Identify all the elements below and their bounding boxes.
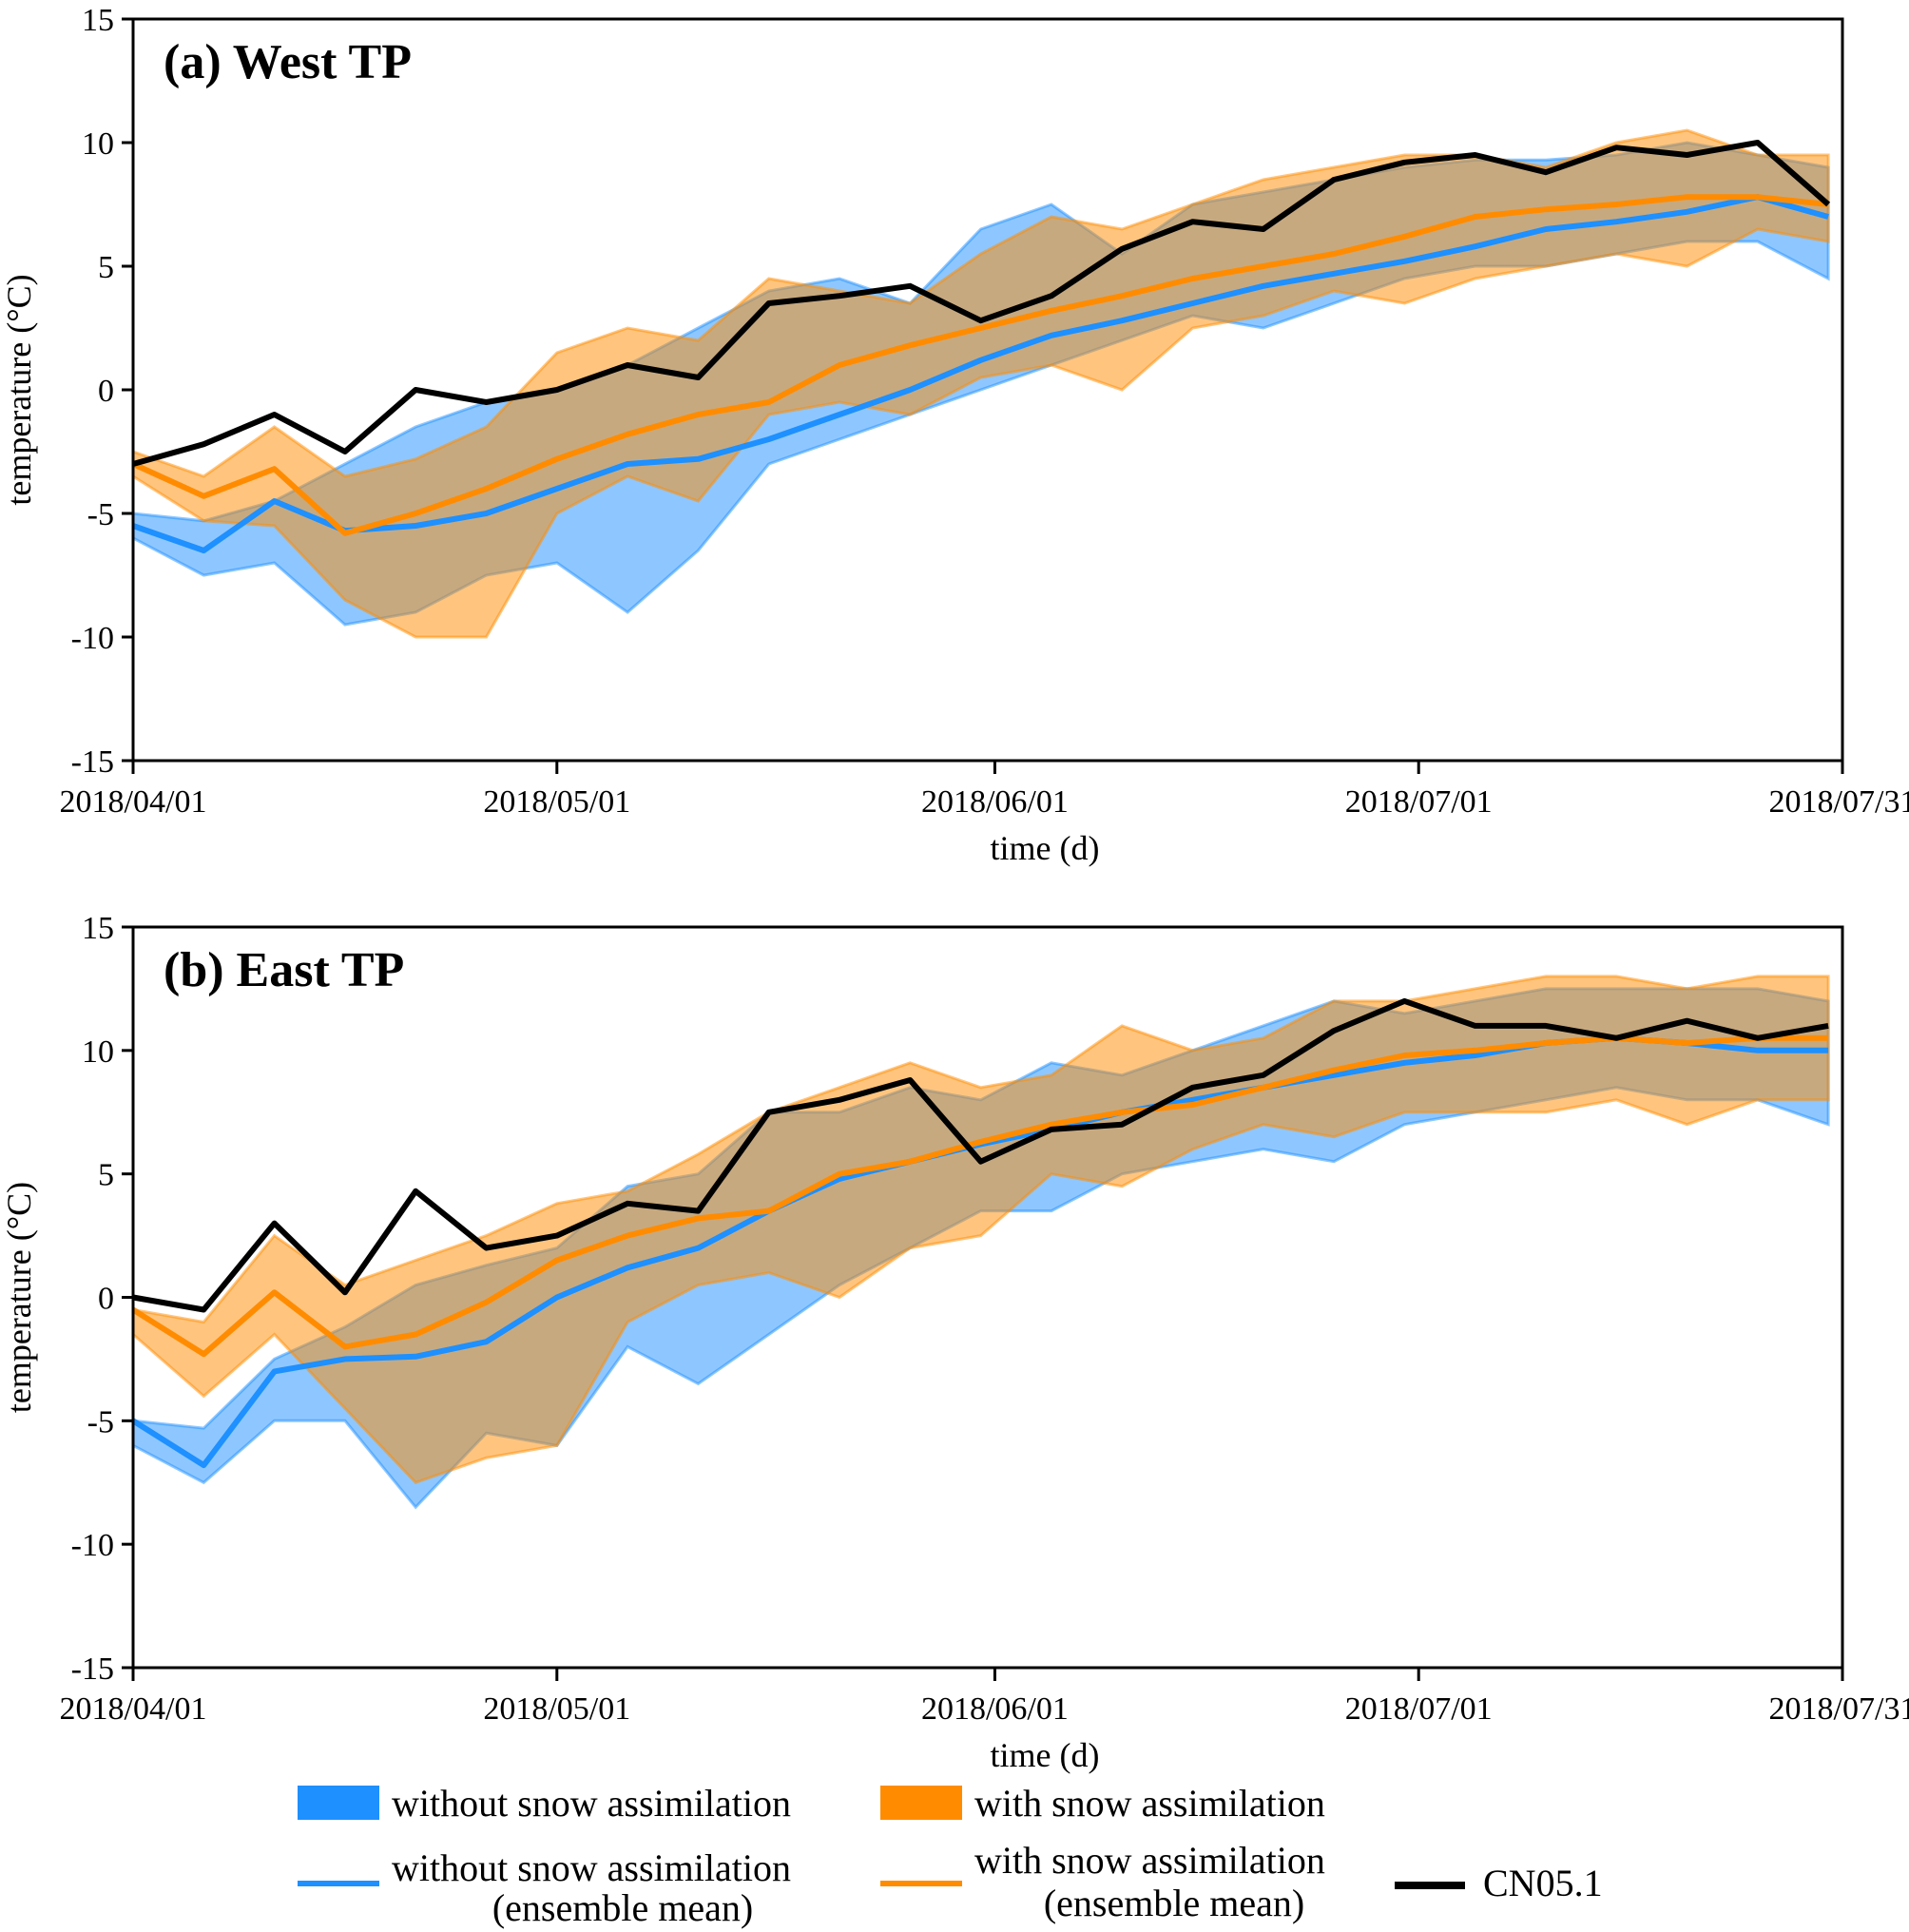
x-tick-label: 2018/04/01 — [60, 784, 207, 820]
legend-label-with-mean-2: (ensemble mean) — [1044, 1882, 1304, 1924]
legend-label-cn05: CN05.1 — [1483, 1862, 1603, 1904]
legend-swatch-without-range — [298, 1786, 379, 1820]
legend-label-without-range: without snow assimilation — [392, 1782, 791, 1825]
x-axis-title: time (d) — [991, 829, 1100, 867]
y-tick-label: 15 — [82, 3, 114, 38]
y-tick-label: 10 — [82, 1034, 114, 1070]
y-tick-label: -10 — [71, 621, 114, 656]
x-axis-title: time (d) — [991, 1736, 1100, 1774]
line-without-mean — [132, 194, 1829, 553]
panel-east-tp: -15 -10 -5 0 5 10 15 2018/04/01 2018/05/01 2018/0… — [0, 911, 1909, 1774]
y-tick-label: -5 — [87, 497, 114, 532]
plot-frame — [131, 17, 1844, 763]
panel-title: (b) East TP — [164, 943, 404, 997]
x-tick-label: 2018/05/01 — [483, 784, 630, 820]
legend-line-with-mean — [880, 1881, 962, 1886]
legend-line-without-mean — [298, 1881, 379, 1886]
band-with-assimilation — [131, 975, 1830, 1485]
legend-label-without-mean-1: without snow assimilation — [392, 1846, 791, 1889]
y-tick-label: 0 — [98, 374, 114, 409]
legend-label-with-range: with snow assimilation — [974, 1782, 1325, 1825]
x-tick-label: 2018/06/01 — [921, 1691, 1069, 1727]
line-cn05 — [132, 997, 1829, 1313]
y-tick-label: 10 — [82, 126, 114, 162]
band-with-assimilation — [131, 128, 1830, 639]
line-with-mean — [131, 1034, 1829, 1358]
panel-title: (a) West TP — [164, 35, 412, 89]
y-axis-title: temperature (°C) — [0, 1182, 38, 1413]
y-axis-title: temperature (°C) — [0, 274, 38, 505]
y-tick-label: 0 — [98, 1282, 114, 1317]
legend: without snow assimilation with snow assi… — [298, 1782, 1603, 1929]
legend-label-with-mean-1: with snow assimilation — [974, 1839, 1325, 1882]
legend-line-cn05 — [1395, 1882, 1465, 1889]
y-tick-label: 5 — [98, 1158, 114, 1193]
x-tick-label: 2018/05/01 — [483, 1691, 630, 1727]
legend-swatch-with-range — [880, 1786, 962, 1820]
x-tick-label: 2018/04/01 — [60, 1691, 207, 1727]
x-tick-label: 2018/07/01 — [1345, 784, 1493, 820]
panel-west-tp: -15 -10 -5 0 5 10 15 2018/04/01 2018/05/01 2018/0… — [0, 3, 1909, 867]
x-tick-label: 2018/07/31 — [1769, 784, 1909, 820]
y-tick-label: -10 — [71, 1528, 114, 1563]
line-cn05 — [132, 140, 1831, 467]
x-tick-label: 2018/07/01 — [1345, 1691, 1493, 1727]
line-with-mean — [131, 194, 1829, 536]
legend-label-without-mean-2: (ensemble mean) — [492, 1886, 753, 1929]
y-tick-label: 15 — [82, 911, 114, 946]
y-tick-label: -15 — [71, 744, 114, 780]
x-tick-label: 2018/06/01 — [921, 784, 1069, 820]
y-tick-label: 5 — [98, 250, 114, 285]
y-tick-label: -5 — [87, 1404, 114, 1439]
x-tick-label: 2018/07/31 — [1769, 1691, 1909, 1727]
y-tick-label: -15 — [71, 1652, 114, 1687]
